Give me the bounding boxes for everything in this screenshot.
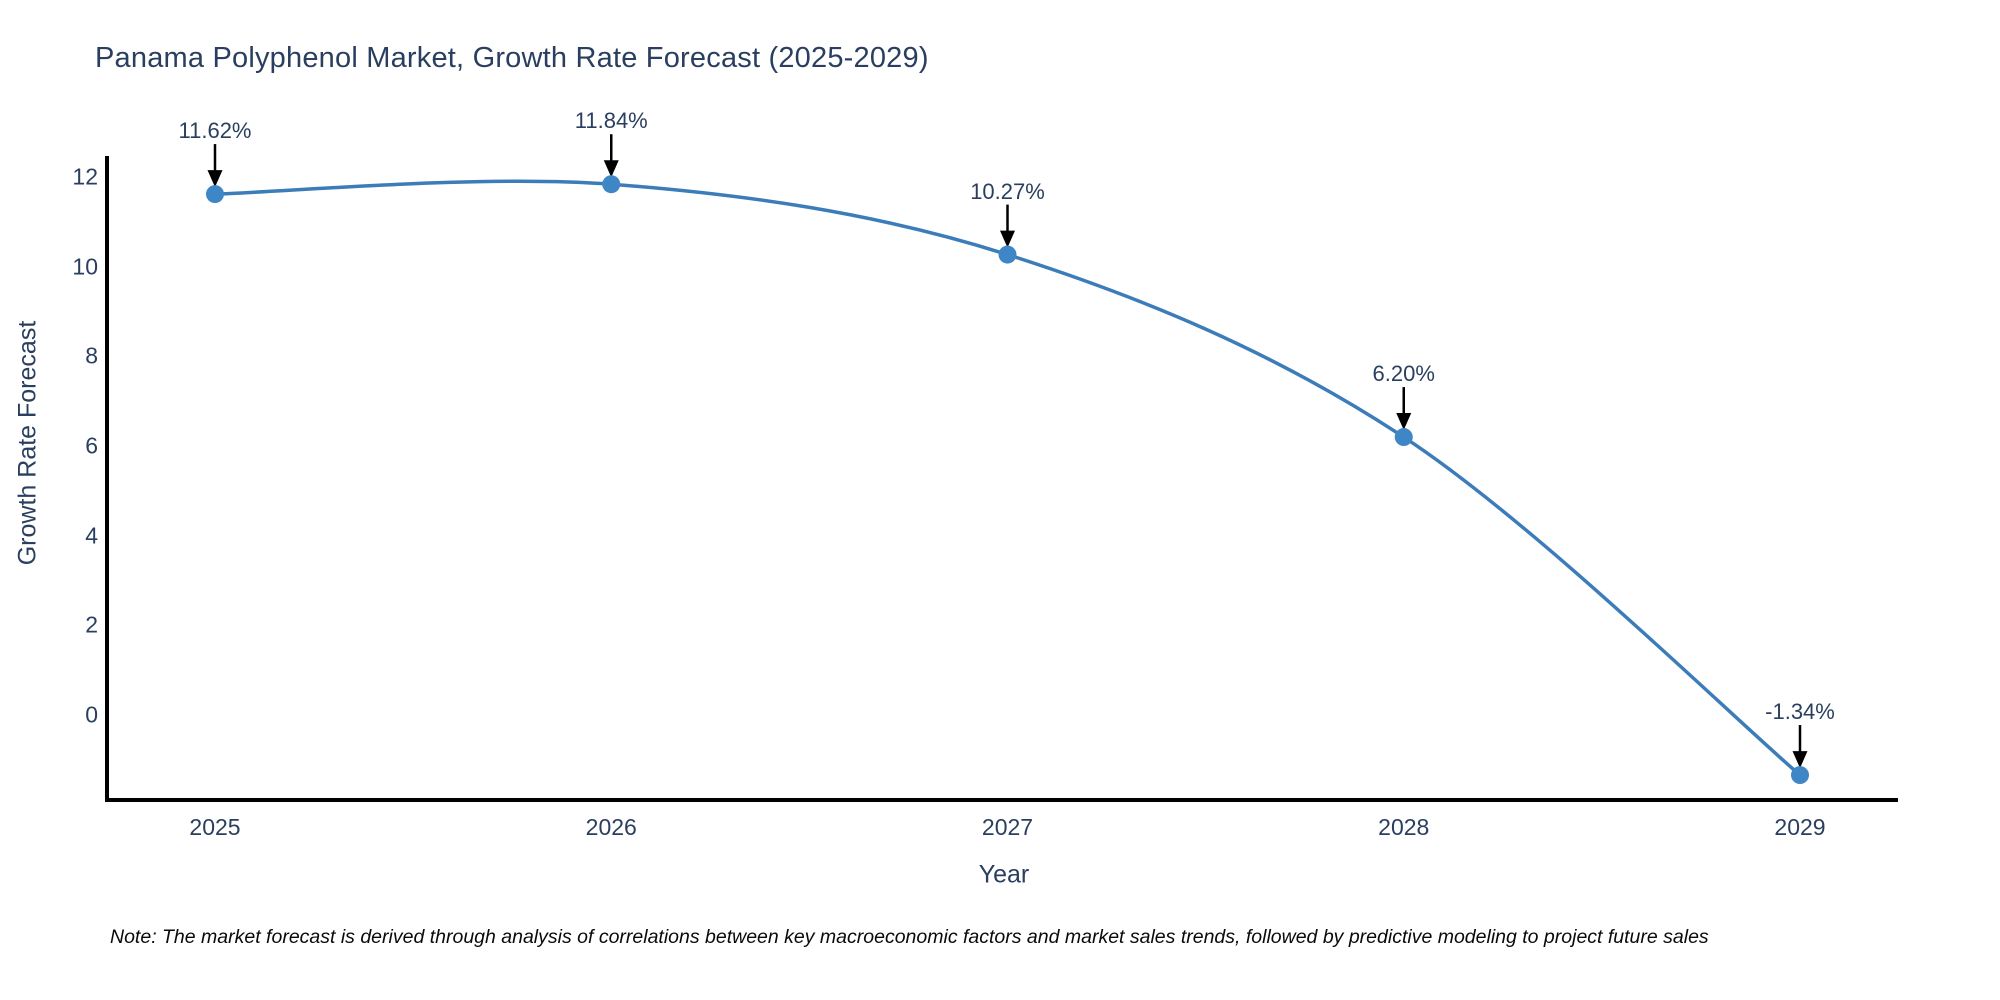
x-tick-label: 2027 <box>981 814 1034 840</box>
y-tick-label: 2 <box>85 611 98 638</box>
footnote: Note: The market forecast is derived thr… <box>110 926 1709 948</box>
x-tick-label: 2028 <box>1378 814 1430 840</box>
data-point-marker[interactable] <box>206 185 224 204</box>
x-tick-label: 2025 <box>189 814 241 840</box>
data-point-marker[interactable] <box>1394 428 1413 447</box>
chart-title: Panama Polyphenol Market, Growth Rate Fo… <box>95 42 929 74</box>
y-tick-label: 6 <box>85 432 98 459</box>
data-point-value-label: -1.34% <box>1765 699 1835 725</box>
annotation-arrow-head <box>207 170 223 188</box>
x-axis-title: Year <box>978 860 1030 889</box>
data-point-value-label: 10.27% <box>970 178 1045 204</box>
annotation-arrow-head <box>1000 230 1015 248</box>
data-point-value-label: 11.84% <box>574 108 648 134</box>
y-tick-label: 10 <box>72 253 98 280</box>
x-tick-label: 2029 <box>1774 814 1826 840</box>
y-tick-label: 0 <box>85 701 98 728</box>
data-point-marker[interactable] <box>602 175 621 194</box>
data-point-value-label: 6.20% <box>1372 361 1435 387</box>
forecast-line <box>213 179 1802 777</box>
y-tick-label: 12 <box>72 163 98 190</box>
x-tick-label: 2026 <box>585 814 637 840</box>
annotation-arrow-head <box>1792 751 1808 769</box>
data-point-marker[interactable] <box>998 245 1017 264</box>
data-point-value-label: 11.62% <box>178 118 252 144</box>
annotation-arrow-head <box>603 160 619 178</box>
y-tick-label: 8 <box>85 342 98 369</box>
annotation-arrow-head <box>1396 413 1412 431</box>
data-point-marker[interactable] <box>1791 766 1809 785</box>
y-axis-title: Growth Rate Forecast <box>13 320 42 566</box>
y-tick-label: 4 <box>85 522 98 549</box>
